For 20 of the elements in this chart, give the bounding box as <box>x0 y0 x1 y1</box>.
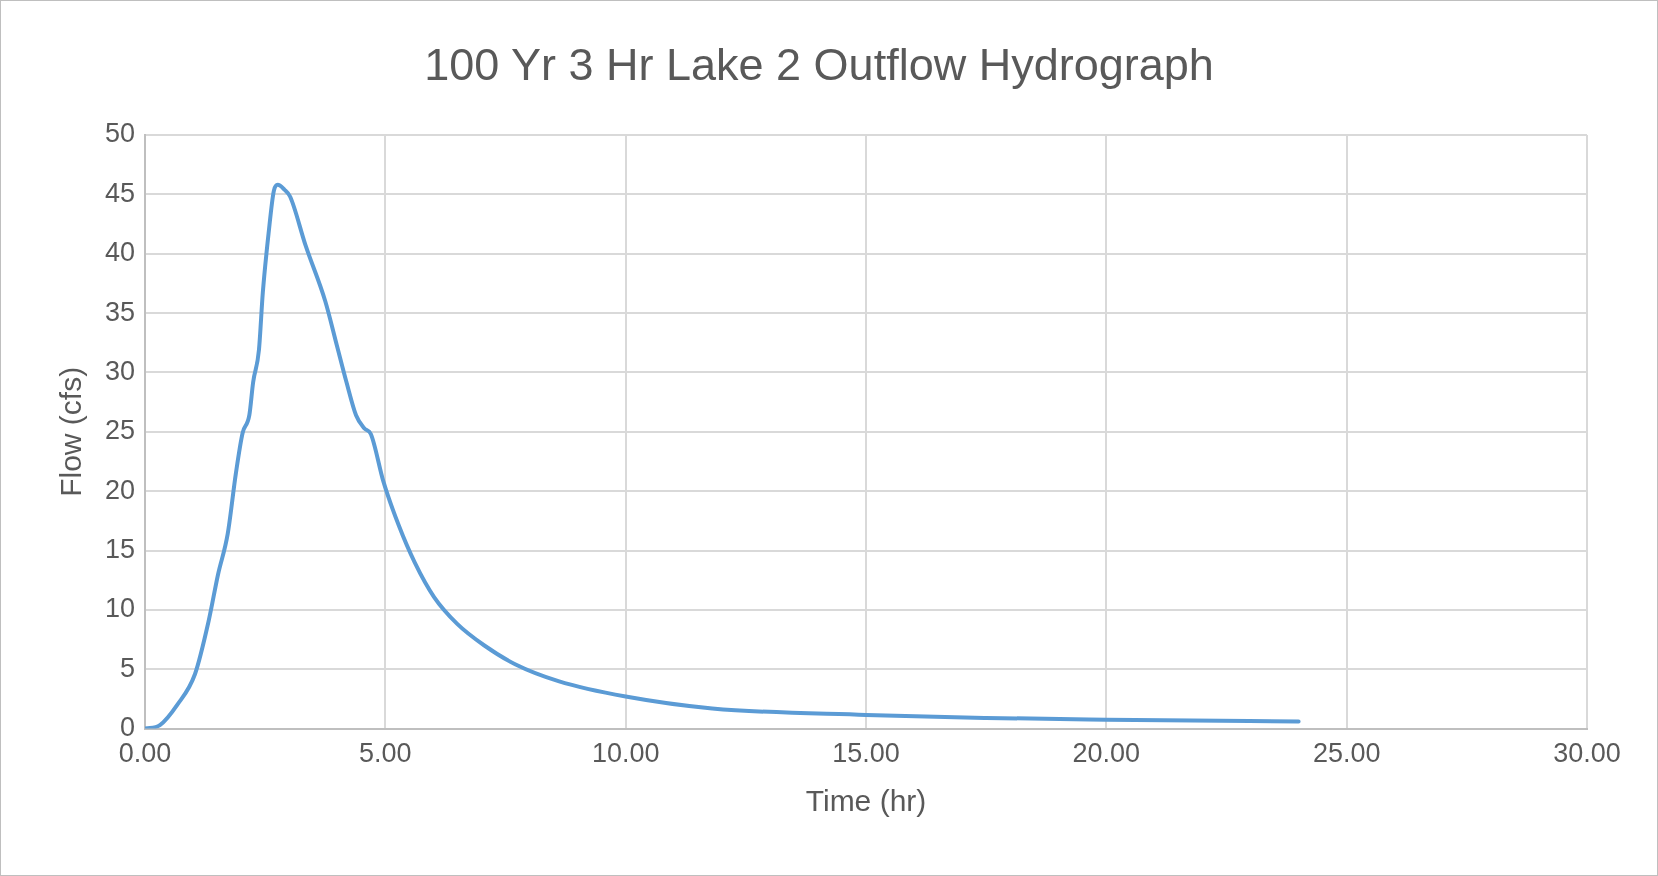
y-tick-label: 10 <box>104 593 136 624</box>
y-tick-label: 50 <box>104 118 136 149</box>
line-series <box>145 182 1301 729</box>
chart-title: 100 Yr 3 Hr Lake 2 Outflow Hydrograph <box>424 39 1214 91</box>
x-tick-label: 25.00 <box>1312 738 1381 769</box>
x-tick-label: 30.00 <box>1553 738 1621 769</box>
y-tick-label: 45 <box>104 177 136 208</box>
y-tick-label: 15 <box>104 533 136 564</box>
y-axis-title: Flow (cfs) <box>54 366 88 497</box>
x-tick-label: 10.00 <box>591 738 660 769</box>
y-tick-label: 25 <box>104 415 136 446</box>
x-tick-label: 15.00 <box>832 738 900 769</box>
y-tick-label: 30 <box>104 355 136 386</box>
x-tick-label: 20.00 <box>1072 738 1141 769</box>
y-tick-label: 20 <box>104 474 136 505</box>
y-tick-label: 5 <box>120 652 136 683</box>
x-tick-label: 5.00 <box>359 738 412 769</box>
y-tick-label: 35 <box>104 296 136 327</box>
y-tick-label: 40 <box>104 237 136 268</box>
x-axis-title: Time (hr) <box>805 784 927 818</box>
